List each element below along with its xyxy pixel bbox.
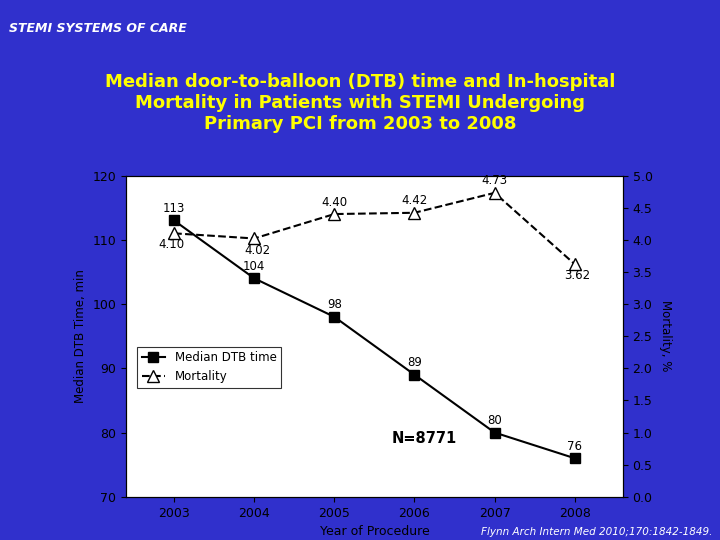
Text: N=8771: N=8771 [392,431,456,447]
Y-axis label: Median DTB Time, min: Median DTB Time, min [74,269,87,403]
Text: 89: 89 [407,356,422,369]
Text: 4.40: 4.40 [321,195,347,208]
Text: 76: 76 [567,440,582,453]
Y-axis label: Mortality, %: Mortality, % [659,300,672,372]
Text: 4.10: 4.10 [158,238,184,252]
Legend: Median DTB time, Mortality: Median DTB time, Mortality [137,347,282,388]
X-axis label: Year of Procedure: Year of Procedure [320,525,429,538]
Text: 98: 98 [327,298,342,312]
Text: 4.42: 4.42 [401,194,428,207]
Text: 104: 104 [243,260,266,273]
Text: STEMI SYSTEMS OF CARE: STEMI SYSTEMS OF CARE [9,22,186,35]
Text: 4.02: 4.02 [244,244,270,256]
Text: Flynn Arch Intern Med 2010;170:1842-1849.: Flynn Arch Intern Med 2010;170:1842-1849… [482,527,713,537]
Text: 113: 113 [163,202,185,215]
Text: Median door-to-balloon (DTB) time and In-hospital
Mortality in Patients with STE: Median door-to-balloon (DTB) time and In… [105,73,615,133]
Text: 3.62: 3.62 [564,269,590,282]
Text: 4.73: 4.73 [482,174,508,187]
Text: 80: 80 [487,414,502,427]
